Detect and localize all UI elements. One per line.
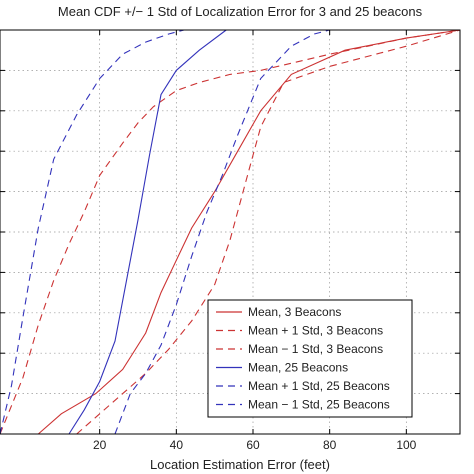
legend-box — [207, 299, 413, 418]
legend-entry: Mean + 1 Std, 25 Beacons — [248, 379, 390, 393]
x-tick-label: 60 — [246, 438, 260, 452]
x-tick-label: 20 — [93, 438, 107, 452]
x-tick-label: 40 — [170, 438, 184, 452]
series-line-3 — [76, 29, 461, 435]
series-line-1 — [37, 29, 461, 435]
legend: Mean, 3 Beacons Mean + 1 Std, 3 Beacons Me… — [207, 299, 413, 418]
series-line-5 — [0, 29, 185, 435]
legend-entry: Mean − 1 Std, 25 Beacons — [248, 398, 390, 412]
legend-entry: Mean, 3 Beacons — [248, 305, 341, 319]
legend-entry: Mean − 1 Std, 3 Beacons — [248, 342, 383, 356]
series-line-6 — [114, 29, 330, 435]
x-axis-label: Location Estimation Error (feet) — [150, 457, 330, 472]
legend-entry: Mean, 25 Beacons — [248, 361, 348, 375]
x-tick-label: 100 — [396, 438, 416, 452]
series-line-2 — [0, 29, 461, 435]
series-line-4 — [68, 29, 227, 435]
series-lines — [0, 29, 461, 435]
legend-entry: Mean + 1 Std, 3 Beacons — [248, 324, 383, 338]
chart-title: Mean CDF +/− 1 Std of Localization Error… — [58, 4, 423, 19]
x-tick-label: 80 — [323, 438, 337, 452]
x-ticks: 20 40 60 80 100 — [0, 29, 460, 452]
